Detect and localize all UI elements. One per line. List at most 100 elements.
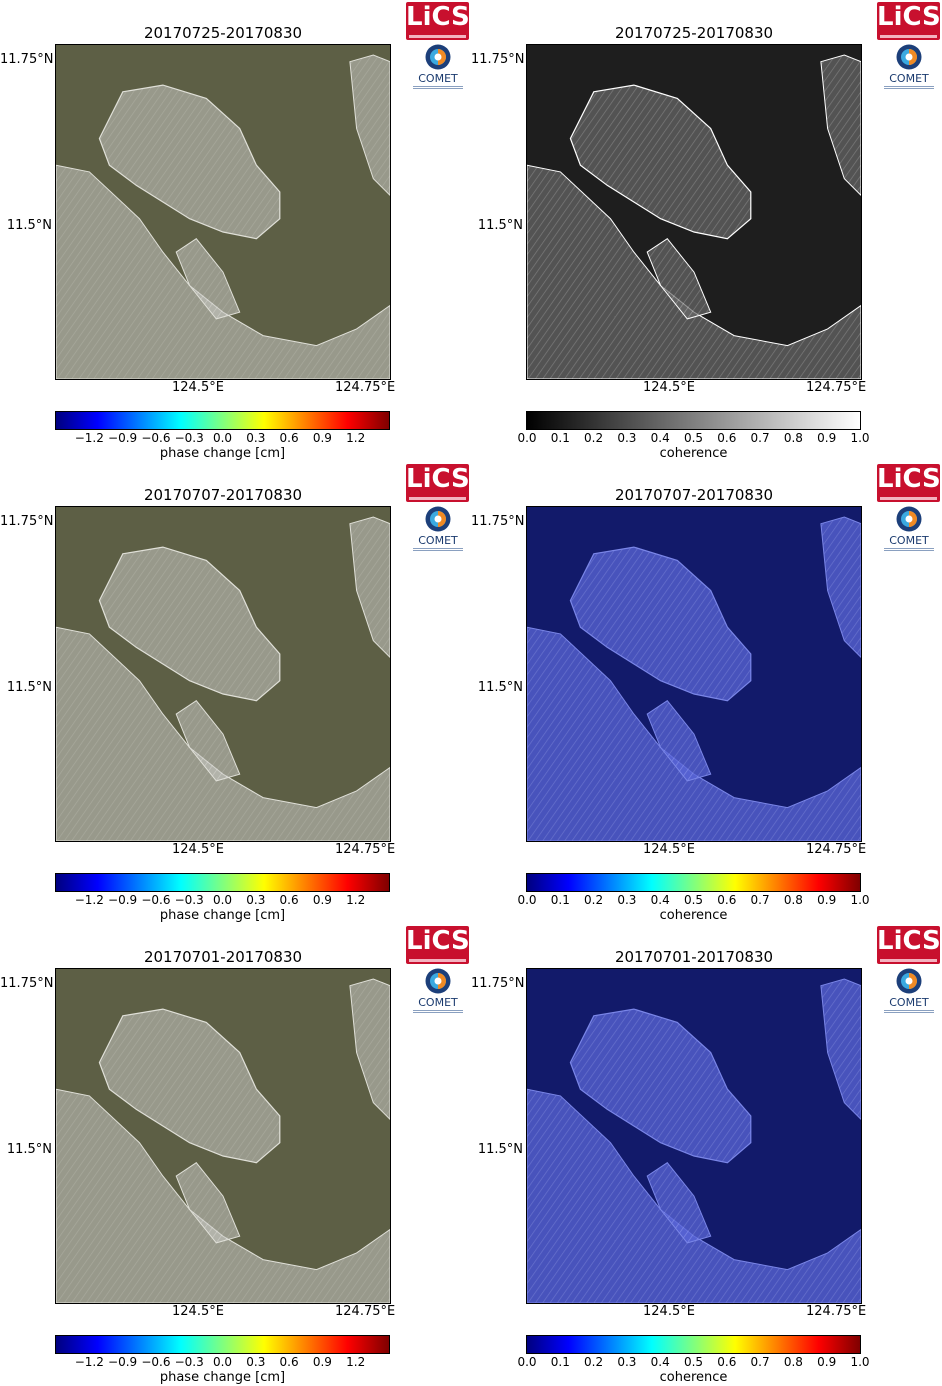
- colorbar-tick-label: 1.0: [850, 1355, 870, 1369]
- lon-label: 124.75°E: [335, 1304, 396, 1319]
- map-svg: [56, 969, 390, 1303]
- panel-title: 20170701-20170830: [614, 948, 774, 966]
- colorbar-tick-label: 0.7: [750, 1355, 770, 1369]
- colorbar-label: phase change [cm]: [159, 908, 286, 923]
- comet-logo-tagline-lines: [413, 548, 463, 553]
- colorbar-tick-label: 1.0: [850, 431, 870, 445]
- map-frame: [526, 44, 862, 380]
- panel-title: 20170725-20170830: [614, 24, 774, 42]
- colorbar-tick-label: 0.8: [783, 431, 803, 445]
- colorbar-tick-label: 0.5: [683, 893, 704, 907]
- colorbar-tick-label: 0.9: [817, 431, 837, 445]
- colorbar-tick-label: −0.9: [108, 1355, 138, 1369]
- lat-label: 11.75°N: [0, 514, 54, 529]
- lon-label: 124.5°E: [643, 1304, 695, 1319]
- colorbar-tick-label: −1.2: [74, 893, 104, 907]
- landmass-south: [56, 164, 390, 379]
- lon-label: 124.75°E: [335, 380, 396, 395]
- colorbar-tick-label: 0.9: [312, 893, 332, 907]
- comet-logo-icon: [425, 44, 451, 70]
- colorbar-tick-label: 0.6: [717, 1355, 737, 1369]
- tagline-line: [884, 88, 934, 89]
- tagline-line: [413, 86, 463, 87]
- colorbar-tick-label: 0.0: [212, 431, 233, 445]
- map-svg: [527, 507, 861, 841]
- lat-label: 11.75°N: [471, 52, 525, 67]
- lat-label: 11.75°N: [471, 514, 525, 529]
- colorbar-tick-label: 0.3: [617, 431, 637, 445]
- colorbar-tick-label: 0.3: [617, 893, 637, 907]
- colorbar-tick-label: −0.6: [141, 1355, 171, 1369]
- colorbar-tick-label: 0.9: [817, 1355, 837, 1369]
- panel-title: 20170701-20170830: [143, 948, 303, 966]
- phase-panel: 20170725-20170830 11.75°N 11.5°N 124.5°E 124…: [0, 0, 471, 462]
- lat-label: 11.5°N: [6, 680, 52, 695]
- lics-logo-strip: [880, 497, 937, 500]
- lics-logo-text: LiCS: [406, 926, 470, 956]
- island-landmass: [569, 546, 752, 702]
- colorbar-tick-label: 0.0: [212, 1355, 233, 1369]
- coherence-panel: 20170725-20170830 11.75°N 11.5°N 124.5°E 124…: [471, 0, 942, 462]
- map-frame: [526, 968, 862, 1304]
- lat-label: 11.5°N: [477, 680, 523, 695]
- landmass-east: [349, 516, 390, 659]
- colorbar-tick-label: −0.3: [174, 893, 204, 907]
- peninsula-ridge: [646, 700, 712, 782]
- comet-logo-icon: [425, 968, 451, 994]
- colorbar-tick-label: 0.2: [584, 893, 604, 907]
- comet-logo-text: COMET: [889, 996, 929, 1009]
- landmass-south: [527, 1088, 861, 1303]
- lics-logo: LiCS: [406, 464, 470, 502]
- lat-label: 11.5°N: [6, 1142, 52, 1157]
- lics-logo-strip: [880, 35, 937, 38]
- colorbar: [526, 873, 861, 892]
- panel-title: 20170725-20170830: [143, 24, 303, 42]
- tagline-line: [413, 1010, 463, 1011]
- lics-logo-strip: [409, 497, 466, 500]
- colorbar-tick-label: −1.2: [74, 1355, 104, 1369]
- colorbar-label: phase change [cm]: [159, 1370, 286, 1385]
- colorbar-tick-label: 0.8: [783, 1355, 803, 1369]
- colorbar-tick-label: 0.2: [584, 1355, 604, 1369]
- landmass-south: [56, 1088, 390, 1303]
- colorbar-tick-label: 0.9: [312, 431, 332, 445]
- map-svg: [56, 45, 390, 379]
- colorbar-label: coherence: [659, 1370, 728, 1385]
- comet-logo-icon: [425, 506, 451, 532]
- colorbar-tick-label: 0.5: [683, 1355, 704, 1369]
- colorbar-tick-label: −0.9: [108, 431, 138, 445]
- lics-logo: LiCS: [406, 926, 470, 964]
- peninsula-ridge: [646, 1162, 712, 1244]
- lics-logo-text: LiCS: [877, 2, 941, 32]
- lat-label: 11.75°N: [471, 976, 525, 991]
- peninsula-ridge: [175, 700, 241, 782]
- phase-panel: 20170701-20170830 11.75°N 11.5°N 124.5°E 124…: [0, 924, 471, 1386]
- comet-logo-text: COMET: [889, 534, 929, 547]
- map-svg: [527, 969, 861, 1303]
- lon-label: 124.75°E: [335, 842, 396, 857]
- colorbar-tick-label: 0.5: [683, 431, 704, 445]
- comet-logo-tagline-lines: [413, 1010, 463, 1015]
- colorbar-label: coherence: [659, 908, 728, 923]
- lon-label: 124.5°E: [172, 380, 224, 395]
- coherence-panel: 20170701-20170830 11.75°N 11.5°N 124.5°E 124…: [471, 924, 942, 1386]
- lon-label: 124.75°E: [806, 380, 867, 395]
- colorbar-tick-label: 0.6: [717, 431, 737, 445]
- comet-logo-text: COMET: [418, 534, 458, 547]
- peninsula-ridge: [175, 238, 241, 320]
- tagline-line: [884, 548, 934, 549]
- colorbar-tick-label: −0.9: [108, 893, 138, 907]
- lon-label: 124.5°E: [172, 1304, 224, 1319]
- tagline-line: [884, 550, 934, 551]
- island-landmass: [98, 1008, 281, 1164]
- peninsula-ridge: [175, 1162, 241, 1244]
- landmass-east: [820, 978, 861, 1121]
- colorbar-tick-label: −0.6: [141, 893, 171, 907]
- landmass-east: [820, 516, 861, 659]
- phase-panel: 20170707-20170830 11.75°N 11.5°N 124.5°E 124…: [0, 462, 471, 924]
- lat-label: 11.5°N: [6, 218, 52, 233]
- colorbar: [526, 411, 861, 430]
- comet-logo-tagline-lines: [884, 86, 934, 91]
- colorbar-tick-label: 0.3: [246, 893, 266, 907]
- colorbar-tick-label: 0.9: [312, 1355, 332, 1369]
